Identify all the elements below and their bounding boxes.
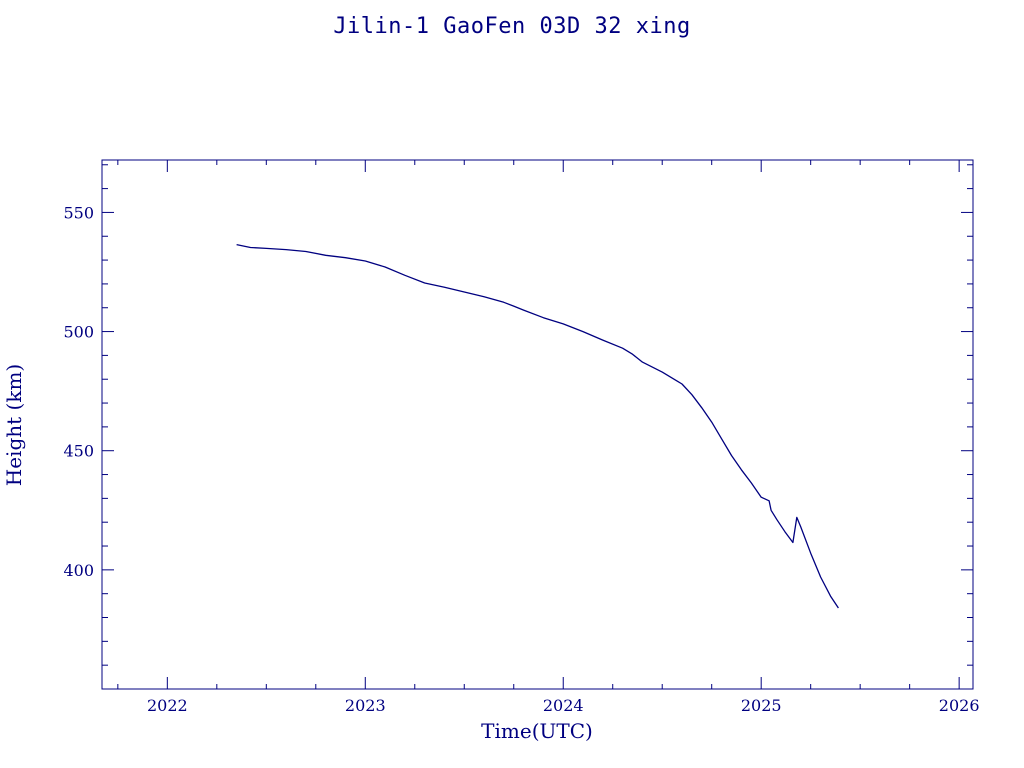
y-tick-label: 450 [63, 442, 94, 461]
x-axis-label: Time(UTC) [481, 719, 593, 743]
x-tick-label: 2023 [345, 696, 386, 715]
plot-frame [101, 159, 974, 690]
x-tick-label: 2026 [939, 696, 980, 715]
x-tick-label: 2024 [543, 696, 584, 715]
major-ticks [102, 160, 973, 689]
x-tick-label: 2025 [741, 696, 782, 715]
series-line-0 [236, 243, 839, 609]
y-tick-label: 500 [63, 323, 94, 342]
y-tick-label: 550 [63, 203, 94, 222]
minor-ticks [102, 160, 973, 689]
x-tick-labels: 2022 2023 2024 2025 2026 [147, 696, 980, 715]
y-tick-labels: 400 450 500 550 [63, 203, 94, 579]
series-layer [236, 243, 839, 609]
y-tick-label: 400 [63, 561, 94, 580]
y-axis-label: Height (km) [2, 364, 26, 486]
x-tick-label: 2022 [147, 696, 188, 715]
chart-title: Jilin-1 GaoFen 03D 32 xing [333, 14, 691, 39]
